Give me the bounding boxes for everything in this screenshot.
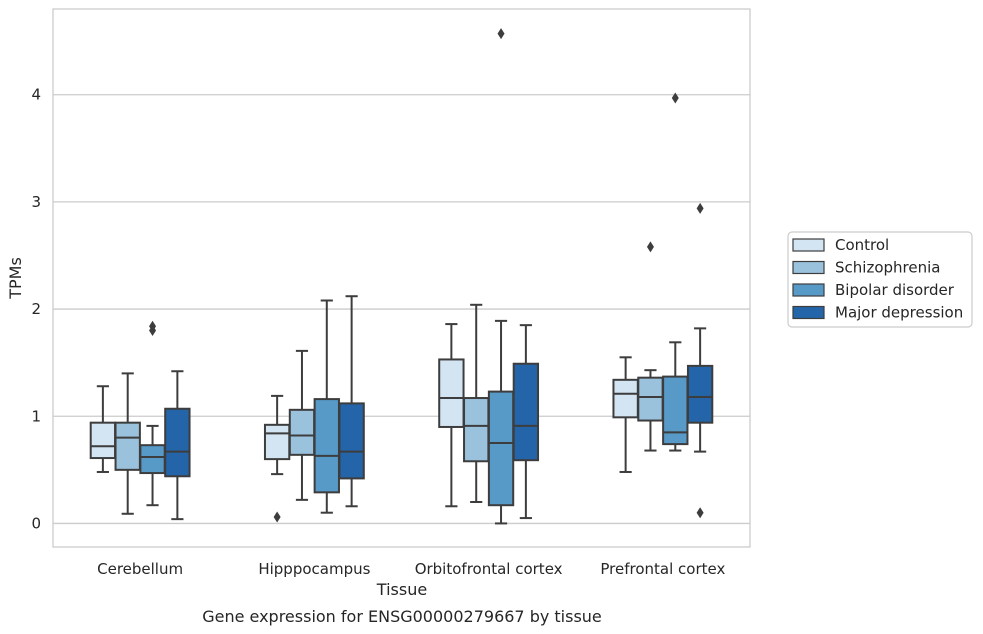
box-iqr — [139, 444, 166, 475]
legend-swatch — [792, 305, 825, 320]
box-major-depression-3 — [686, 202, 714, 519]
y-tick-label: 0 — [31, 514, 41, 532]
box-iqr — [263, 423, 291, 461]
box-iqr — [114, 421, 141, 471]
legend-label: Major depression — [835, 304, 963, 322]
box-bipolar-disorder-2 — [487, 28, 515, 525]
box-schizophrenia-1 — [288, 349, 316, 501]
y-tick-labels: 0 1 2 3 4 — [31, 86, 41, 533]
box-iqr — [288, 408, 316, 456]
box-bipolar-disorder-3 — [662, 92, 689, 452]
box-control-3 — [612, 356, 639, 473]
box-iqr — [438, 358, 465, 428]
chart-caption: Gene expression for ENSG00000279667 by t… — [202, 607, 602, 626]
legend-label: Bipolar disorder — [835, 281, 955, 299]
box-schizophrenia-2 — [463, 303, 490, 503]
y-tick-label: 1 — [31, 407, 41, 425]
legend-swatch — [792, 283, 825, 297]
legend-label: Schizophrenia — [835, 259, 940, 277]
box-control-0 — [89, 385, 117, 473]
box-iqr — [686, 364, 714, 424]
legend-swatch — [792, 260, 825, 275]
outlier-point — [696, 202, 704, 214]
box-major-depression-1 — [338, 295, 365, 508]
outlier-point — [646, 241, 654, 253]
plot-area — [52, 8, 751, 548]
box-control-2 — [438, 323, 465, 508]
legend: Control Schizophrenia Bipolar disorder Majo… — [787, 231, 973, 328]
box-control-1 — [263, 394, 291, 523]
x-tick-label: Orbitofrontal cortex — [415, 560, 563, 578]
x-tick-label: Hipppocampus — [258, 560, 370, 578]
outlier-point — [273, 511, 281, 523]
box-iqr — [612, 378, 639, 419]
y-tick-label: 3 — [31, 193, 41, 211]
box-iqr — [662, 375, 689, 446]
box-bipolar-disorder-1 — [313, 299, 340, 514]
x-tick-label: Cerebellum — [97, 560, 183, 578]
y-tick-label: 2 — [31, 300, 41, 318]
box-iqr — [637, 376, 664, 422]
box-iqr — [487, 390, 515, 507]
legend-label: Control — [835, 236, 889, 254]
box-iqr — [338, 402, 365, 480]
outlier-point — [671, 92, 679, 104]
outlier-point — [696, 507, 704, 519]
box-major-depression-0 — [164, 370, 191, 521]
box-iqr — [313, 398, 340, 494]
box-iqr — [89, 421, 117, 460]
box-iqr — [512, 362, 540, 462]
box-iqr — [463, 397, 490, 463]
outlier-point — [149, 320, 157, 332]
x-tick-label: Prefrontal cortex — [600, 560, 725, 578]
box-iqr — [164, 407, 191, 478]
box-major-depression-2 — [512, 324, 540, 520]
box-groups — [89, 28, 714, 525]
box-bipolar-disorder-0 — [139, 320, 166, 507]
box-schizophrenia-0 — [114, 372, 141, 515]
y-tick-label: 4 — [31, 86, 41, 104]
box-schizophrenia-3 — [637, 241, 664, 452]
x-axis-label: Tissue — [376, 580, 427, 599]
y-axis-label: TPMs — [6, 257, 25, 300]
legend-frame — [787, 231, 973, 328]
x-tick-labels: Cerebellum Hipppocampus Orbitofrontal cort… — [97, 560, 725, 578]
legend-swatch — [792, 238, 825, 252]
outlier-point — [497, 28, 505, 40]
